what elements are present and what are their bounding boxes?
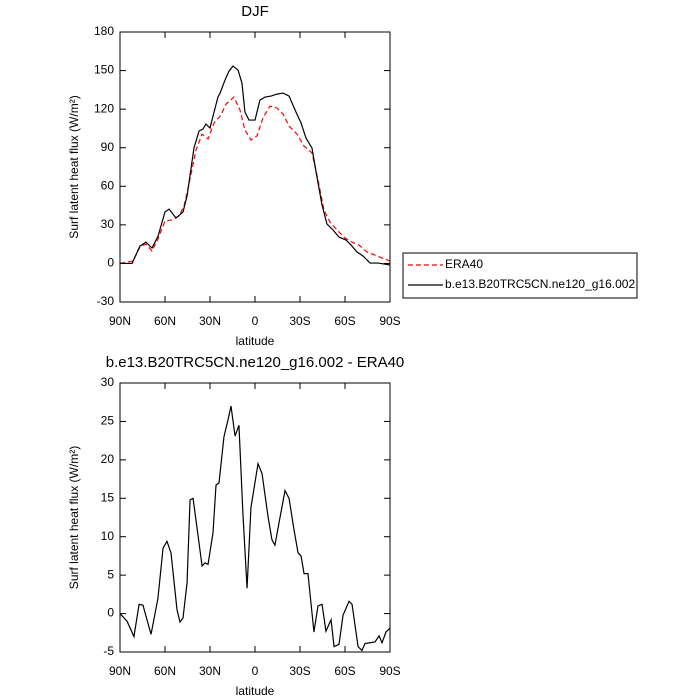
plot-frame [119,31,391,303]
y-tick-label: 120 [94,101,114,115]
x-tick-label: 60N [154,664,176,678]
x-tick-label: 30N [199,314,221,328]
plot-frame [119,382,391,653]
chart-title: DJF [241,3,269,20]
y-tick-label: -30 [97,294,115,308]
x-tick-label: 0 [252,314,259,328]
x-tick-label: 90N [109,314,131,328]
x-tick-label: 0 [252,664,259,678]
y-tick-label: 0 [107,256,114,270]
y-tick-label: 25 [101,414,115,428]
data-line [119,96,391,265]
x-tick-label: 90S [379,314,400,328]
y-tick-label: 90 [101,140,115,154]
x-tick-label: 30S [289,314,310,328]
y-tick-label: 30 [101,375,115,389]
x-axis-label: latitude [236,334,275,348]
y-tick-label: 10 [101,529,115,543]
y-tick-label: 60 [101,178,115,192]
x-tick-label: 90N [109,664,131,678]
data-line [119,405,391,652]
x-axis-label: latitude [236,684,275,698]
data-line [120,65,391,266]
y-tick-label: -5 [103,644,114,658]
y-tick-label: 0 [107,606,114,620]
y-tick-label: 15 [101,490,115,504]
x-tick-label: 30S [289,664,310,678]
chart-title: b.e13.B20TRC5CN.ne120_g16.002 - ERA40 [106,354,405,371]
legend-label: b.e13.B20TRC5CN.ne120_g16.002 [445,277,635,291]
y-axis-label: Surf latent heat flux (W/m²) [67,95,81,238]
y-tick-label: 30 [101,217,115,231]
legend-box [402,252,638,299]
y-tick-label: 20 [101,452,115,466]
y-axis-label: Surf latent heat flux (W/m²) [67,446,81,589]
legend-label: ERA40 [445,257,483,271]
x-tick-label: 90S [379,664,400,678]
y-tick-label: 150 [94,63,114,77]
x-tick-label: 60S [334,664,355,678]
x-tick-label: 60S [334,314,355,328]
x-tick-label: 60N [154,314,176,328]
y-tick-label: 180 [94,24,114,38]
x-tick-label: 30N [199,664,221,678]
y-tick-label: 5 [107,567,114,581]
